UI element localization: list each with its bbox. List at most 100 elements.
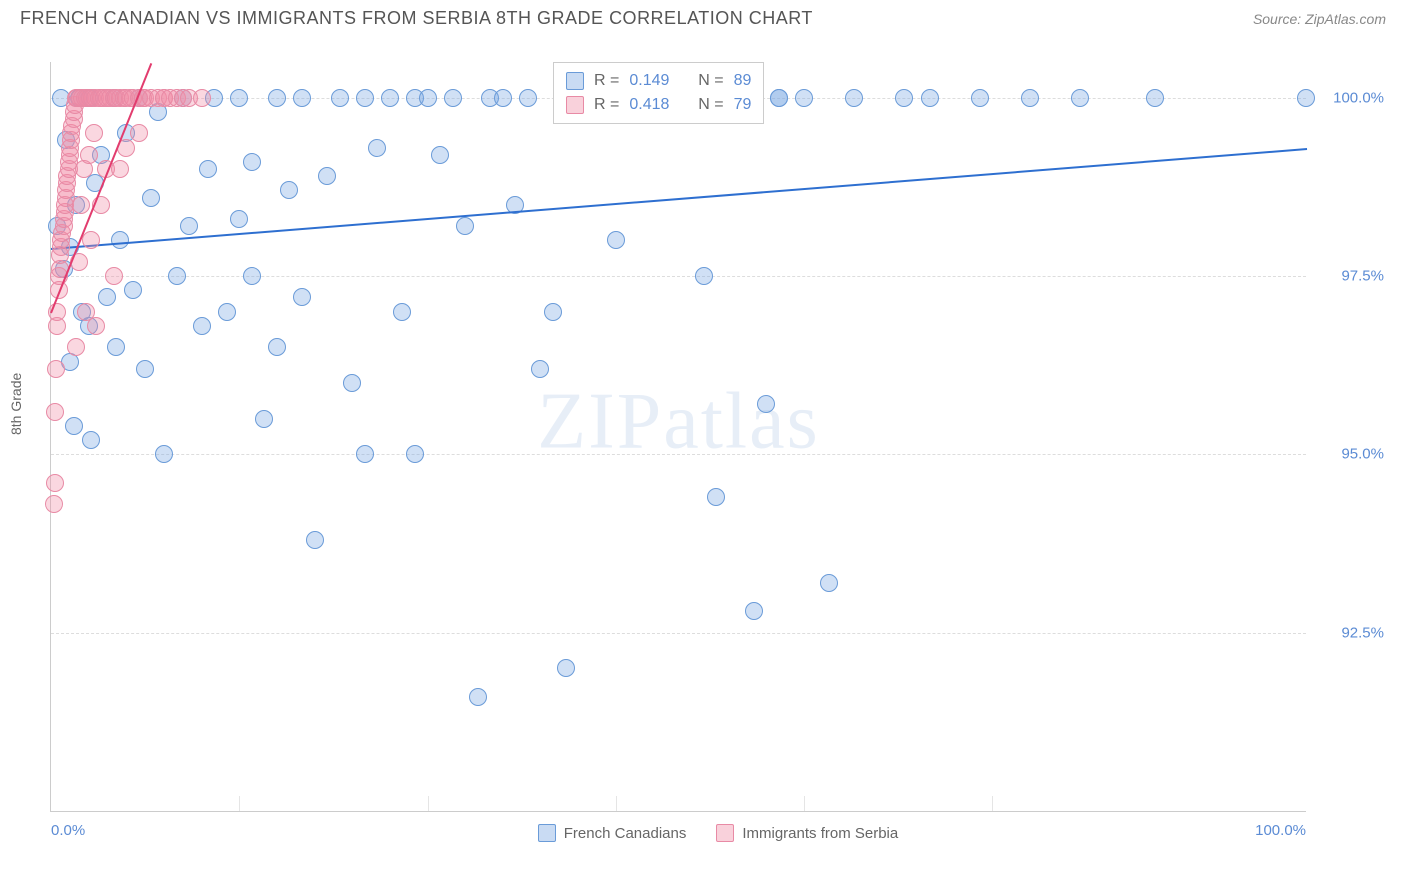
data-point [770, 89, 788, 107]
data-point [82, 231, 100, 249]
data-point [243, 267, 261, 285]
data-point [268, 338, 286, 356]
data-point [381, 89, 399, 107]
plot-area: ZIPatlas 92.5%95.0%97.5%100.0%0.0%100.0%… [50, 62, 1306, 812]
stat-r-label: R = [594, 93, 619, 117]
data-point [318, 167, 336, 185]
gridline-v [804, 796, 805, 811]
data-point [85, 124, 103, 142]
data-point [444, 89, 462, 107]
data-point [343, 374, 361, 392]
y-tick-label: 100.0% [1314, 89, 1384, 106]
stat-n-label: N = [698, 93, 723, 117]
y-tick-label: 95.0% [1314, 446, 1384, 463]
data-point [393, 303, 411, 321]
data-point [107, 338, 125, 356]
data-point [607, 231, 625, 249]
data-point [820, 574, 838, 592]
data-point [406, 445, 424, 463]
data-point [921, 89, 939, 107]
data-point [67, 338, 85, 356]
data-point [757, 395, 775, 413]
data-point [531, 360, 549, 378]
legend-label: Immigrants from Serbia [742, 825, 898, 842]
regression-line [51, 148, 1307, 250]
y-tick-label: 97.5% [1314, 268, 1384, 285]
y-axis-label: 8th Grade [8, 373, 24, 435]
data-point [47, 360, 65, 378]
data-point [111, 160, 129, 178]
legend-item: Immigrants from Serbia [716, 824, 898, 842]
data-point [368, 139, 386, 157]
series-legend: French Canadians Immigrants from Serbia [50, 824, 1386, 842]
stat-r-value: 0.418 [629, 93, 669, 117]
data-point [268, 89, 286, 107]
data-point [745, 602, 763, 620]
data-point [230, 89, 248, 107]
stat-row: R = 0.418 N = 79 [566, 93, 751, 117]
data-point [98, 288, 116, 306]
data-point [46, 403, 64, 421]
data-point [1071, 89, 1089, 107]
data-point [130, 124, 148, 142]
data-point [456, 217, 474, 235]
source-attribution: Source: ZipAtlas.com [1253, 11, 1386, 27]
data-point [45, 495, 63, 513]
data-point [136, 360, 154, 378]
gridline-h [51, 633, 1306, 634]
data-point [193, 317, 211, 335]
data-point [695, 267, 713, 285]
data-point [111, 231, 129, 249]
legend-label: French Canadians [564, 825, 687, 842]
data-point [243, 153, 261, 171]
legend-swatch [538, 824, 556, 842]
data-point [1021, 89, 1039, 107]
data-point [199, 160, 217, 178]
data-point [557, 659, 575, 677]
data-point [707, 488, 725, 506]
data-point [971, 89, 989, 107]
data-point [218, 303, 236, 321]
data-point [293, 89, 311, 107]
correlation-chart: 8th Grade ZIPatlas 92.5%95.0%97.5%100.0%… [50, 42, 1386, 852]
data-point [1297, 89, 1315, 107]
data-point [306, 531, 324, 549]
data-point [142, 189, 160, 207]
data-point [193, 89, 211, 107]
legend-swatch [716, 824, 734, 842]
series-swatch [566, 72, 584, 90]
data-point [356, 445, 374, 463]
correlation-stats-box: R = 0.149 N = 89R = 0.418 N = 79 [553, 62, 764, 124]
data-point [469, 688, 487, 706]
data-point [795, 89, 813, 107]
gridline-v [992, 796, 993, 811]
chart-header: FRENCH CANADIAN VS IMMIGRANTS FROM SERBI… [0, 0, 1406, 33]
data-point [105, 267, 123, 285]
page-title: FRENCH CANADIAN VS IMMIGRANTS FROM SERBI… [20, 8, 813, 29]
stat-n-value: 79 [734, 93, 752, 117]
gridline-v [428, 796, 429, 811]
data-point [168, 267, 186, 285]
data-point [494, 89, 512, 107]
data-point [46, 474, 64, 492]
series-swatch [566, 96, 584, 114]
data-point [72, 196, 90, 214]
data-point [1146, 89, 1164, 107]
data-point [280, 181, 298, 199]
data-point [230, 210, 248, 228]
gridline-h [51, 276, 1306, 277]
stat-r-value: 0.149 [629, 69, 669, 93]
data-point [82, 431, 100, 449]
stat-r-label: R = [594, 69, 619, 93]
data-point [544, 303, 562, 321]
data-point [80, 146, 98, 164]
stat-n-value: 89 [734, 69, 752, 93]
data-point [431, 146, 449, 164]
data-point [419, 89, 437, 107]
gridline-h [51, 454, 1306, 455]
gridline-v [239, 796, 240, 811]
y-tick-label: 92.5% [1314, 624, 1384, 641]
data-point [87, 317, 105, 335]
data-point [293, 288, 311, 306]
data-point [155, 445, 173, 463]
